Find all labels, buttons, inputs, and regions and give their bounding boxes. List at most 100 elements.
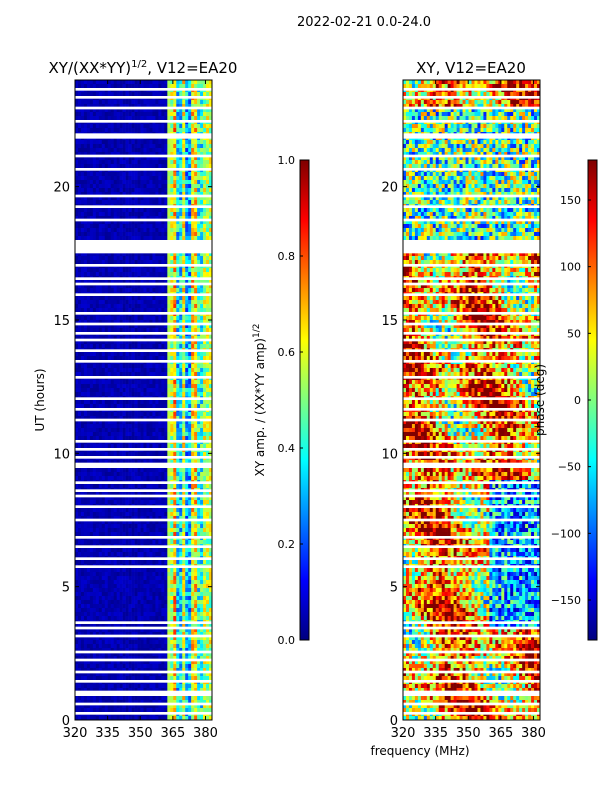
heatmap-cell [176, 392, 180, 397]
heatmap-cell [92, 188, 97, 193]
heatmap-cell [110, 156, 115, 161]
heatmap-cell [104, 416, 109, 421]
heatmap-cell [200, 164, 204, 169]
heatmap-cell [128, 384, 132, 389]
heatmap-cell [158, 304, 162, 309]
heatmap-cell [75, 388, 79, 393]
heatmap-cell [206, 268, 210, 273]
heatmap-cell [146, 208, 150, 213]
heatmap-cell [128, 236, 132, 241]
heatmap-cell [191, 328, 195, 333]
heatmap-cell [125, 140, 129, 145]
heatmap-cell [152, 80, 156, 85]
heatmap-cell [176, 180, 180, 185]
heatmap-cell [80, 316, 85, 321]
heatmap-cell [158, 404, 162, 409]
heatmap-cell [152, 496, 156, 501]
heatmap-cell [77, 424, 82, 429]
heatmap-cell [182, 124, 186, 129]
heatmap-cell [176, 300, 180, 305]
heatmap-cell [203, 300, 207, 305]
heatmap-cell [167, 484, 171, 489]
heatmap-cell [182, 252, 186, 257]
heatmap-cell [83, 104, 88, 109]
heatmap-cell [203, 180, 207, 185]
heatmap-cell [191, 428, 195, 433]
heatmap-cell [170, 208, 174, 213]
heatmap-cell [128, 220, 132, 225]
heatmap-cell [149, 400, 153, 405]
heatmap-cell [125, 224, 129, 229]
heatmap-cell [92, 316, 97, 321]
heatmap-cell [176, 108, 180, 113]
heatmap-cell [200, 308, 204, 313]
heatmap-cell [80, 272, 85, 277]
heatmap-cell [113, 392, 117, 397]
heatmap-cell [122, 116, 126, 121]
heatmap-cell [191, 220, 195, 225]
heatmap-cell [110, 128, 115, 133]
heatmap-cell [194, 160, 198, 165]
heatmap-cell [131, 128, 135, 133]
heatmap-cell [158, 208, 162, 213]
heatmap-cell [179, 256, 183, 261]
heatmap-cell [191, 384, 195, 389]
heatmap-cell [161, 192, 165, 197]
heatmap-cell [77, 160, 82, 165]
heatmap-cell [185, 500, 189, 505]
heatmap-cell [194, 336, 198, 341]
heatmap-cell [119, 364, 123, 369]
heatmap-cell [83, 356, 88, 361]
heatmap-cell [92, 476, 97, 481]
heatmap-cell [80, 144, 85, 149]
heatmap-cell [170, 444, 174, 449]
heatmap-cell [113, 492, 117, 497]
heatmap-cell [98, 212, 103, 217]
heatmap-cell [173, 100, 177, 105]
heatmap-cell [206, 92, 210, 97]
heatmap-cell [164, 212, 168, 217]
heatmap-cell [149, 172, 153, 177]
heatmap-cell [185, 296, 189, 301]
heatmap-cell [89, 116, 94, 121]
heatmap-cell [119, 436, 123, 441]
heatmap-cell [167, 468, 171, 473]
heatmap-cell [194, 340, 198, 345]
heatmap-cell [173, 196, 177, 201]
heatmap-cell [143, 496, 147, 501]
heatmap-cell [137, 356, 141, 361]
heatmap-cell [122, 372, 126, 377]
heatmap-cell [155, 100, 159, 105]
heatmap-cell [197, 460, 201, 465]
heatmap-cell [95, 384, 100, 389]
heatmap-cell [95, 152, 100, 157]
heatmap-cell [107, 404, 112, 409]
heatmap-cell [176, 336, 180, 341]
heatmap-cell [173, 160, 177, 165]
heatmap-cell [197, 372, 201, 377]
heatmap-cell [119, 228, 123, 233]
heatmap-cell [179, 236, 183, 241]
heatmap-cell [77, 200, 82, 205]
heatmap-cell [158, 192, 162, 197]
heatmap-cell [113, 116, 117, 121]
heatmap-cell [134, 460, 138, 465]
heatmap-cell [173, 296, 177, 301]
heatmap-cell [113, 256, 117, 261]
heatmap-cell [98, 432, 103, 437]
heatmap-cell [86, 116, 91, 121]
heatmap-cell [170, 140, 174, 145]
heatmap-cell [152, 380, 156, 385]
heatmap-cell [209, 484, 212, 489]
heatmap-cell [83, 316, 88, 321]
heatmap-cell [200, 156, 204, 161]
heatmap-cell [122, 176, 126, 181]
heatmap-cell [152, 160, 156, 165]
heatmap-cell [116, 452, 120, 457]
heatmap-cell [209, 352, 212, 357]
heatmap-cell [80, 280, 85, 285]
heatmap-cell [122, 236, 126, 241]
heatmap-cell [200, 444, 204, 449]
heatmap-cell [152, 232, 156, 237]
heatmap-cell [185, 208, 189, 213]
